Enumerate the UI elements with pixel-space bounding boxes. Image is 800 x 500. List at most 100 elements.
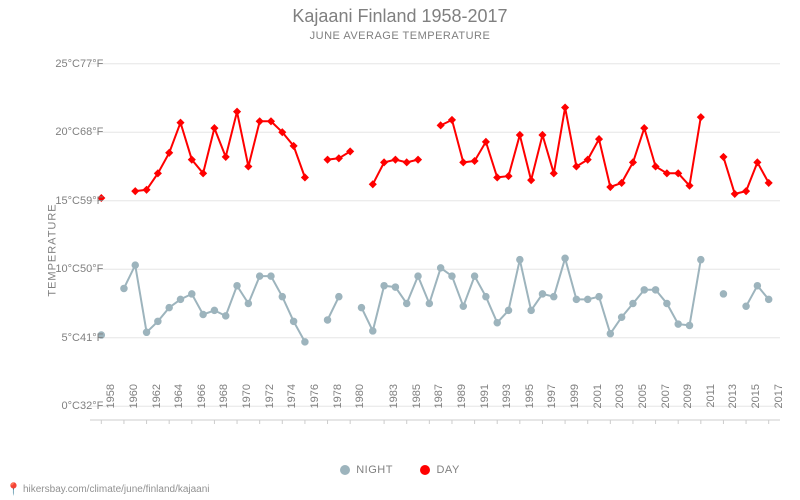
marker-day: [223, 154, 229, 160]
plot-svg: [90, 50, 780, 420]
marker-night: [257, 273, 263, 279]
marker-night: [381, 283, 387, 289]
marker-night: [325, 317, 331, 323]
xtick-year: 2009: [682, 384, 694, 424]
legend-item-night: NIGHT: [340, 464, 393, 476]
marker-night: [449, 273, 455, 279]
marker-day: [415, 157, 421, 163]
xtick-year: 1972: [264, 384, 276, 424]
ytick-celsius: 20°C: [40, 126, 80, 138]
marker-night: [766, 296, 772, 302]
xtick-year: 1999: [569, 384, 581, 424]
series-line-day: [441, 108, 701, 187]
marker-night: [720, 291, 726, 297]
marker-night: [619, 314, 625, 320]
marker-night: [121, 285, 127, 291]
marker-night: [573, 296, 579, 302]
marker-night: [302, 339, 308, 345]
xtick-year: 1997: [546, 384, 558, 424]
marker-night: [460, 303, 466, 309]
marker-night: [528, 307, 534, 313]
ytick-fahrenheit: 68°F: [80, 126, 120, 138]
marker-night: [223, 313, 229, 319]
marker-night: [336, 294, 342, 300]
marker-day: [325, 157, 331, 163]
xtick-year: 1980: [354, 384, 366, 424]
ytick-celsius: 15°C: [40, 195, 80, 207]
marker-day: [562, 105, 568, 111]
legend-label-day: DAY: [436, 464, 459, 476]
xtick-year: 1976: [309, 384, 321, 424]
xtick-year: 1993: [501, 384, 513, 424]
xtick-year: 1960: [128, 384, 140, 424]
legend-item-day: DAY: [420, 464, 459, 476]
marker-night: [279, 294, 285, 300]
ytick-fahrenheit: 59°F: [80, 195, 120, 207]
xtick-year: 2015: [750, 384, 762, 424]
marker-night: [132, 262, 138, 268]
xtick-year: 2013: [727, 384, 739, 424]
legend: NIGHT DAY: [0, 464, 800, 478]
marker-night: [415, 273, 421, 279]
marker-day: [302, 174, 308, 180]
marker-day: [720, 154, 726, 160]
series-line-day: [135, 112, 305, 191]
marker-night: [144, 329, 150, 335]
marker-day: [506, 173, 512, 179]
marker-night: [245, 301, 251, 307]
marker-night: [177, 296, 183, 302]
marker-night: [234, 283, 240, 289]
attribution: 📍 hikersbay.com/climate/june/finland/kaj…: [6, 482, 210, 496]
marker-day: [528, 177, 534, 183]
ytick-fahrenheit: 50°F: [80, 263, 120, 275]
marker-night: [166, 305, 172, 311]
ytick-celsius: 5°C: [40, 332, 80, 344]
xtick-year: 1983: [388, 384, 400, 424]
marker-night: [506, 307, 512, 313]
xtick-year: 2001: [592, 384, 604, 424]
marker-day: [607, 184, 613, 190]
marker-night: [653, 287, 659, 293]
marker-night: [664, 301, 670, 307]
chart-container: Kajaani Finland 1958-2017 JUNE AVERAGE T…: [0, 0, 800, 500]
marker-night: [585, 296, 591, 302]
marker-night: [641, 287, 647, 293]
marker-day: [211, 125, 217, 131]
marker-day: [551, 170, 557, 176]
series-line-night: [328, 297, 339, 320]
marker-night: [211, 307, 217, 313]
ytick-celsius: 25°C: [40, 58, 80, 70]
marker-day: [641, 125, 647, 131]
marker-night: [438, 265, 444, 271]
plot-area: [90, 50, 780, 420]
marker-day: [177, 120, 183, 126]
xtick-year: 2011: [705, 384, 717, 424]
legend-swatch-night: [340, 465, 350, 475]
xtick-year: 1991: [479, 384, 491, 424]
pin-icon: 📍: [6, 482, 21, 496]
marker-night: [539, 291, 545, 297]
marker-night: [754, 283, 760, 289]
xtick-year: 1958: [105, 384, 117, 424]
attribution-text: hikersbay.com/climate/june/finland/kajaa…: [23, 484, 210, 495]
marker-night: [517, 257, 523, 263]
marker-day: [732, 191, 738, 197]
xtick-year: 1995: [524, 384, 536, 424]
marker-night: [155, 318, 161, 324]
xtick-year: 1962: [151, 384, 163, 424]
marker-night: [687, 322, 693, 328]
xtick-year: 1987: [433, 384, 445, 424]
marker-day: [392, 157, 398, 163]
xtick-year: 1964: [173, 384, 185, 424]
ytick-celsius: 0°C: [40, 400, 80, 412]
marker-night: [675, 321, 681, 327]
marker-day: [257, 118, 263, 124]
marker-day: [404, 159, 410, 165]
xtick-year: 2007: [660, 384, 672, 424]
legend-swatch-day: [420, 465, 430, 475]
marker-night: [426, 301, 432, 307]
xtick-year: 1985: [411, 384, 423, 424]
marker-night: [189, 291, 195, 297]
xtick-year: 1966: [196, 384, 208, 424]
marker-night: [472, 273, 478, 279]
